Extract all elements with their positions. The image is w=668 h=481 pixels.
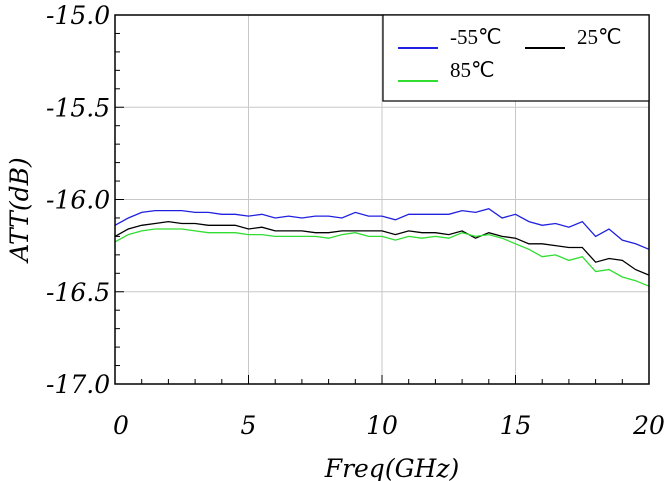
x-tick-label: 0: [113, 411, 129, 440]
x-tick-label: 5: [241, 411, 257, 440]
legend: -55℃ 25℃ 85℃: [382, 14, 650, 102]
y-tick-label: -15.0: [46, 1, 110, 30]
series-line: [114, 207, 650, 250]
y-tick-label: -17.0: [46, 370, 110, 399]
legend-label: 25℃: [577, 25, 622, 49]
y-tick-label: -16.5: [46, 278, 110, 307]
x-tick-label: 15: [500, 411, 532, 440]
y-tick-label: -15.5: [46, 93, 110, 122]
legend-box: [382, 14, 650, 102]
series-line: [114, 220, 650, 276]
plot-frame: [114, 14, 650, 385]
tick-labels: 0 5 10 15 20 -15.0 -15.5 -16.0 -16.5 -17.0: [46, 1, 665, 440]
x-tick-label: 10: [366, 411, 398, 440]
legend-label: 85℃: [450, 58, 495, 82]
legend-label: -55℃: [450, 25, 502, 49]
series-line: [114, 228, 650, 287]
y-tick-label: -16.0: [46, 186, 110, 215]
series-lines: [114, 207, 650, 287]
x-axis-title: Freq(GHz): [324, 454, 460, 481]
tick-marks: [114, 14, 650, 385]
x-tick-label: 20: [632, 411, 665, 440]
y-axis-title: ATT(dB): [5, 157, 34, 263]
